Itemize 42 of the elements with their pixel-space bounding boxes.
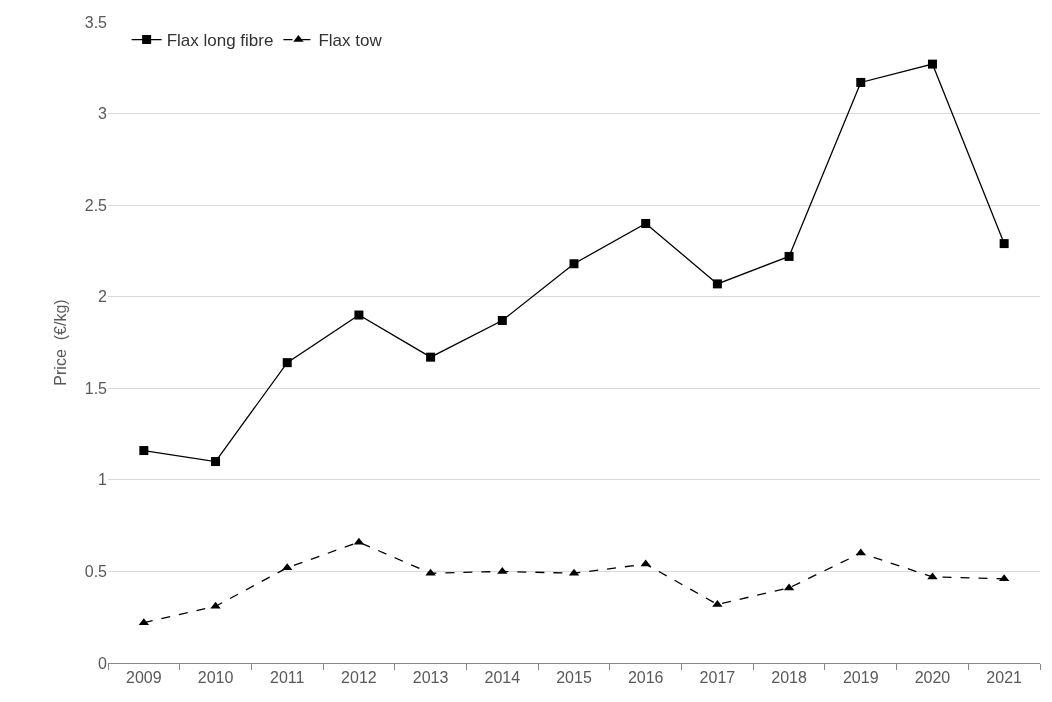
point xyxy=(569,259,579,269)
y-tick-label: 3 xyxy=(98,105,108,123)
y-tick-label: 2 xyxy=(98,288,108,306)
point xyxy=(497,566,508,574)
point xyxy=(425,568,436,576)
point xyxy=(712,599,723,607)
y-tick-label: 1 xyxy=(98,471,108,489)
x-tick-label: 2010 xyxy=(197,669,234,687)
x-tick-label: 2015 xyxy=(556,669,592,687)
x-tick-label: 2020 xyxy=(914,669,951,687)
point xyxy=(927,59,937,69)
point xyxy=(211,457,221,467)
x-tick-label: 2018 xyxy=(771,669,807,687)
y-axis-title: Price (€/kg) xyxy=(52,299,69,386)
x-tick-label: 2012 xyxy=(341,669,377,687)
point xyxy=(927,572,938,580)
point xyxy=(426,352,436,362)
y-tick-label: 1.5 xyxy=(84,379,108,397)
point xyxy=(354,310,364,320)
point xyxy=(139,446,149,456)
x-tick-label: 2011 xyxy=(270,669,305,687)
y-tick-label: 0.5 xyxy=(84,563,108,581)
x-tick-label: 2017 xyxy=(699,669,736,687)
legend-label: Flax long fibre xyxy=(166,31,274,51)
legend-label: Flax tow xyxy=(318,31,383,51)
y-tick-label: 0 xyxy=(98,654,108,672)
point xyxy=(497,316,507,326)
point xyxy=(999,239,1009,249)
x-tick-label: 2019 xyxy=(842,669,879,687)
x-tick-label: 2009 xyxy=(126,669,162,687)
x-tick-label: 2016 xyxy=(627,669,664,687)
point xyxy=(641,218,651,228)
y-tick-label: 2.5 xyxy=(84,196,108,214)
y-tick-label: 3.5 xyxy=(84,13,108,31)
x-tick-label: 2014 xyxy=(484,669,521,687)
point xyxy=(712,279,722,289)
point xyxy=(856,77,866,87)
point xyxy=(784,251,794,261)
point xyxy=(282,358,292,368)
point xyxy=(282,563,293,571)
x-tick-label: 2013 xyxy=(412,669,449,687)
x-tick-label: 2021 xyxy=(986,669,1023,687)
